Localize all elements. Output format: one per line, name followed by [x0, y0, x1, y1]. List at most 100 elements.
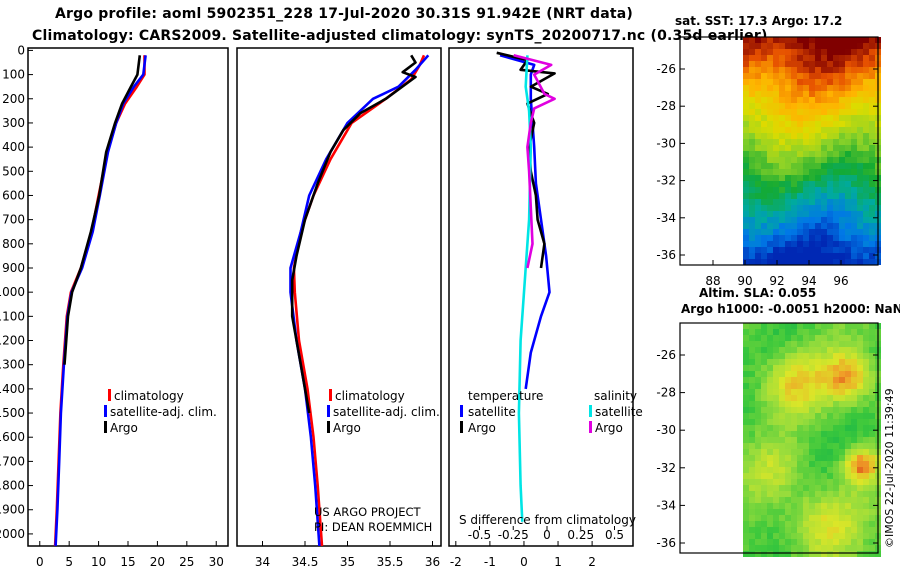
sst-cell — [845, 163, 851, 169]
sla-cell — [749, 329, 755, 335]
sst-cell — [773, 211, 779, 217]
sst-cell — [809, 199, 815, 205]
sla-cell — [749, 335, 755, 341]
sla-cell — [791, 461, 797, 467]
sst-cell — [767, 37, 773, 43]
sst-map-frame — [679, 36, 879, 266]
sst-cell — [857, 205, 863, 211]
sla-cell — [857, 527, 863, 533]
sst-cell — [791, 67, 797, 73]
sla-cell — [821, 521, 827, 527]
sla-cell — [857, 329, 863, 335]
sla-cell — [803, 383, 809, 389]
sst-cell — [767, 253, 773, 259]
sla-cell — [797, 353, 803, 359]
sst-cell — [851, 55, 857, 61]
sla-cell — [803, 545, 809, 551]
sla-cell — [761, 323, 767, 329]
sst-cell — [749, 169, 755, 175]
sst-cell — [803, 247, 809, 253]
sla-cell — [839, 491, 845, 497]
credit-pi: PI: DEAN ROEMMICH — [314, 520, 432, 534]
sla-cell — [863, 419, 869, 425]
sst-cell — [743, 55, 749, 61]
sst-cell — [857, 109, 863, 115]
sla-cell — [863, 353, 869, 359]
sst-cell — [779, 43, 785, 49]
sst-cell — [743, 241, 749, 247]
sla-cell — [767, 479, 773, 485]
sst-cell — [863, 253, 869, 259]
sst-cell — [755, 187, 761, 193]
sst-cell — [863, 157, 869, 163]
sst-cell — [839, 97, 845, 103]
sst-cell — [857, 211, 863, 217]
sst-cell — [809, 85, 815, 91]
sst-cell — [773, 103, 779, 109]
sst-cell — [803, 97, 809, 103]
sla-cell — [797, 515, 803, 521]
sst-cell — [815, 67, 821, 73]
sst-cell — [749, 61, 755, 67]
sla-cell — [821, 425, 827, 431]
sla-cell — [743, 401, 749, 407]
sst-cell — [845, 229, 851, 235]
sla-cell — [845, 437, 851, 443]
sla-cell — [755, 419, 761, 425]
legend-swatch-sal-argo — [589, 421, 592, 433]
sst-cell — [863, 133, 869, 139]
sla-cell — [839, 503, 845, 509]
sst-cell — [791, 193, 797, 199]
sla-cell — [749, 509, 755, 515]
lat-tick-label: -30 — [656, 423, 676, 437]
depth-tick-label: 1000 — [0, 285, 25, 299]
sst-cell — [761, 217, 767, 223]
sla-cell — [755, 431, 761, 437]
sst-cell — [809, 223, 815, 229]
sst-cell — [839, 85, 845, 91]
sst-cell — [845, 235, 851, 241]
sla-cell — [767, 545, 773, 551]
sst-cell — [833, 91, 839, 97]
sst-cell — [785, 241, 791, 247]
sst-cell — [755, 115, 761, 121]
sla-cell — [827, 377, 833, 383]
sla-cell — [797, 323, 803, 329]
sst-cell — [761, 157, 767, 163]
sla-cell — [785, 503, 791, 509]
sst-cell — [791, 73, 797, 79]
sst-cell — [785, 193, 791, 199]
sst-cell — [827, 181, 833, 187]
sst-cell — [821, 85, 827, 91]
sla-cell — [857, 425, 863, 431]
sst-cell — [773, 91, 779, 97]
sla-cell — [767, 473, 773, 479]
sst-cell — [773, 127, 779, 133]
sst-cell — [761, 223, 767, 229]
sst-cell — [761, 67, 767, 73]
sst-cell — [845, 193, 851, 199]
sla-cell — [749, 359, 755, 365]
sla-cell — [869, 455, 875, 461]
sst-cell — [779, 205, 785, 211]
sla-cell — [857, 365, 863, 371]
sla-cell — [833, 437, 839, 443]
sla-cell — [839, 335, 845, 341]
sst-cell — [767, 43, 773, 49]
sst-cell — [785, 181, 791, 187]
sla-cell — [815, 503, 821, 509]
sst-cell — [839, 127, 845, 133]
series-line-argo — [63, 55, 142, 365]
sst-cell — [863, 49, 869, 55]
sla-cell — [749, 491, 755, 497]
sst-cell — [821, 97, 827, 103]
sla-cell — [785, 407, 791, 413]
sst-cell — [773, 139, 779, 145]
sla-cell — [785, 485, 791, 491]
profile-title: Argo profile: aoml 5902351_228 17-Jul-20… — [55, 6, 633, 22]
sst-cell — [797, 211, 803, 217]
sla-cell — [869, 383, 875, 389]
sla-cell — [749, 437, 755, 443]
sla-heatmap — [743, 323, 881, 557]
sst-cell — [803, 211, 809, 217]
